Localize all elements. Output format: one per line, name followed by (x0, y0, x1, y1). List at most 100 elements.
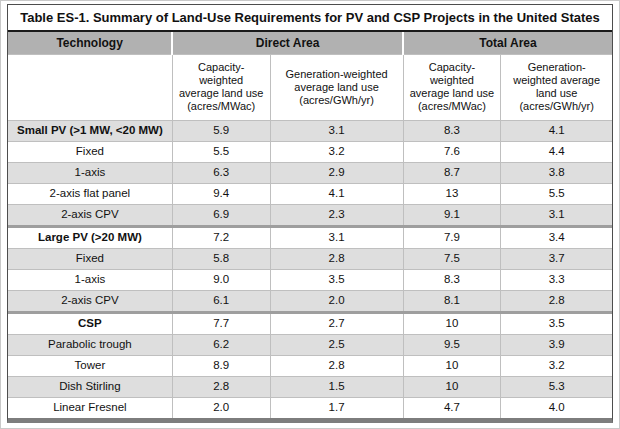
sub-header-direct-capacity: Capacity-weighted average land use (acre… (172, 55, 270, 121)
table-row: Fixed5.53.27.64.4 (8, 142, 612, 163)
technology-cell: CSP (8, 313, 172, 335)
table-header: Technology Direct Area Total Area Capaci… (8, 32, 612, 121)
table-title: Table ES-1. Summary of Land-Use Requirem… (8, 5, 612, 32)
value-cell: 7.9 (403, 227, 501, 249)
technology-cell: Dish Stirling (8, 377, 172, 398)
value-cell: 6.3 (172, 163, 270, 184)
value-cell: 1.5 (270, 377, 403, 398)
value-cell: 8.7 (403, 163, 501, 184)
value-cell: 7.2 (172, 227, 270, 249)
value-cell: 10 (403, 377, 501, 398)
value-cell: 8.3 (403, 270, 501, 291)
value-cell: 7.6 (403, 142, 501, 163)
table-row: Large PV (>20 MW)7.23.17.93.4 (8, 227, 612, 249)
technology-cell: 1-axis (8, 163, 172, 184)
value-cell: 3.5 (270, 270, 403, 291)
value-cell: 2.8 (501, 291, 612, 313)
value-cell: 2.0 (270, 291, 403, 313)
table-row: Linear Fresnel2.01.74.74.0 (8, 398, 612, 419)
value-cell: 6.1 (172, 291, 270, 313)
value-cell: 10 (403, 356, 501, 377)
value-cell: 8.3 (403, 121, 501, 142)
header-direct-area: Direct Area (172, 32, 403, 55)
value-cell: 3.4 (501, 227, 612, 249)
value-cell: 2.5 (270, 335, 403, 356)
value-cell: 5.9 (172, 121, 270, 142)
land-use-table: Technology Direct Area Total Area Capaci… (8, 32, 612, 418)
value-cell: 3.1 (501, 205, 612, 227)
technology-cell: Fixed (8, 249, 172, 270)
table-row: Fixed5.82.87.53.7 (8, 249, 612, 270)
value-cell: 13 (403, 184, 501, 205)
table-row: 1-axis9.03.58.33.3 (8, 270, 612, 291)
value-cell: 8.9 (172, 356, 270, 377)
value-cell: 2.8 (270, 356, 403, 377)
value-cell: 9.4 (172, 184, 270, 205)
value-cell: 4.0 (501, 398, 612, 419)
value-cell: 2.3 (270, 205, 403, 227)
table-row: 2-axis CPV6.92.39.13.1 (8, 205, 612, 227)
table-row: Dish Stirling2.81.5105.3 (8, 377, 612, 398)
value-cell: 3.3 (501, 270, 612, 291)
table-row: 1-axis6.32.98.73.8 (8, 163, 612, 184)
value-cell: 3.8 (501, 163, 612, 184)
value-cell: 2.9 (270, 163, 403, 184)
header-total-area: Total Area (403, 32, 612, 55)
technology-cell: 1-axis (8, 270, 172, 291)
report-page: { "title": "Table ES-1. Summary of Land-… (0, 0, 620, 429)
technology-cell: Linear Fresnel (8, 398, 172, 419)
value-cell: 9.5 (403, 335, 501, 356)
table-row: Small PV (>1 MW, <20 MW)5.93.18.34.1 (8, 121, 612, 142)
sub-header-direct-generation: Generation-weighted average land use (ac… (270, 55, 403, 121)
value-cell: 2.8 (270, 249, 403, 270)
value-cell: 4.1 (270, 184, 403, 205)
value-cell: 3.2 (501, 356, 612, 377)
table-row: 2-axis CPV6.12.08.12.8 (8, 291, 612, 313)
technology-cell: Tower (8, 356, 172, 377)
table-body: Small PV (>1 MW, <20 MW)5.93.18.34.1Fixe… (8, 121, 612, 419)
value-cell: 4.4 (501, 142, 612, 163)
value-cell: 6.2 (172, 335, 270, 356)
technology-cell: Parabolic trough (8, 335, 172, 356)
value-cell: 2.0 (172, 398, 270, 419)
technology-cell: Fixed (8, 142, 172, 163)
value-cell: 3.1 (270, 121, 403, 142)
value-cell: 8.1 (403, 291, 501, 313)
value-cell: 5.8 (172, 249, 270, 270)
sub-header-row: Capacity-weighted average land use (acre… (8, 55, 612, 121)
column-group-row: Technology Direct Area Total Area (8, 32, 612, 55)
table-row: Parabolic trough6.22.59.53.9 (8, 335, 612, 356)
value-cell: 4.1 (501, 121, 612, 142)
table-row: 2-axis flat panel9.44.1135.5 (8, 184, 612, 205)
value-cell: 7.7 (172, 313, 270, 335)
technology-cell: Large PV (>20 MW) (8, 227, 172, 249)
sub-header-total-capacity: Capacity-weighted average land use (acre… (403, 55, 501, 121)
value-cell: 4.7 (403, 398, 501, 419)
land-use-table-frame: Table ES-1. Summary of Land-Use Requirem… (7, 4, 613, 423)
sub-header-empty (8, 55, 172, 121)
technology-cell: 2-axis flat panel (8, 184, 172, 205)
value-cell: 2.8 (172, 377, 270, 398)
value-cell: 1.7 (270, 398, 403, 419)
value-cell: 5.3 (501, 377, 612, 398)
value-cell: 3.7 (501, 249, 612, 270)
value-cell: 3.2 (270, 142, 403, 163)
value-cell: 9.1 (403, 205, 501, 227)
value-cell: 2.7 (270, 313, 403, 335)
value-cell: 3.9 (501, 335, 612, 356)
value-cell: 5.5 (501, 184, 612, 205)
value-cell: 9.0 (172, 270, 270, 291)
value-cell: 5.5 (172, 142, 270, 163)
technology-cell: 2-axis CPV (8, 205, 172, 227)
value-cell: 7.5 (403, 249, 501, 270)
value-cell: 3.1 (270, 227, 403, 249)
value-cell: 10 (403, 313, 501, 335)
table-row: CSP7.72.7103.5 (8, 313, 612, 335)
value-cell: 3.5 (501, 313, 612, 335)
sub-header-total-generation: Generation-weighted average land use (ac… (501, 55, 612, 121)
technology-cell: 2-axis CPV (8, 291, 172, 313)
header-technology: Technology (8, 32, 172, 55)
technology-cell: Small PV (>1 MW, <20 MW) (8, 121, 172, 142)
value-cell: 6.9 (172, 205, 270, 227)
table-row: Tower8.92.8103.2 (8, 356, 612, 377)
